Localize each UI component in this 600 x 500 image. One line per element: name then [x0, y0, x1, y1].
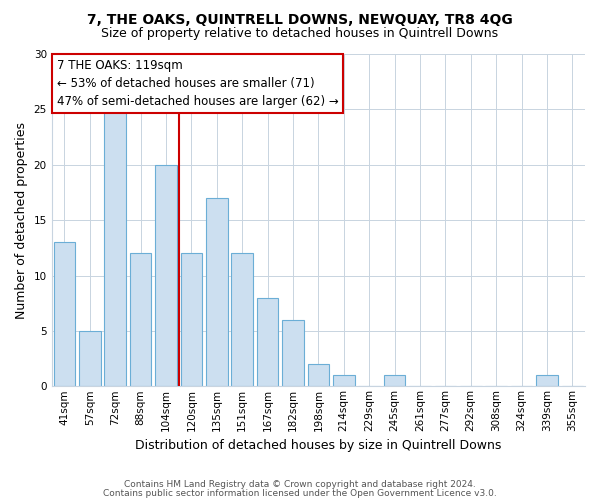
Text: Size of property relative to detached houses in Quintrell Downs: Size of property relative to detached ho…	[101, 28, 499, 40]
Bar	[536, 375, 557, 386]
Bar	[53, 242, 75, 386]
Bar	[130, 254, 151, 386]
Bar	[282, 320, 304, 386]
Bar	[384, 375, 406, 386]
Bar	[333, 375, 355, 386]
Text: 7, THE OAKS, QUINTRELL DOWNS, NEWQUAY, TR8 4QG: 7, THE OAKS, QUINTRELL DOWNS, NEWQUAY, T…	[87, 12, 513, 26]
Bar	[155, 165, 177, 386]
Bar	[232, 254, 253, 386]
Bar	[257, 298, 278, 386]
Text: Contains public sector information licensed under the Open Government Licence v3: Contains public sector information licen…	[103, 488, 497, 498]
Text: 7 THE OAKS: 119sqm
← 53% of detached houses are smaller (71)
47% of semi-detache: 7 THE OAKS: 119sqm ← 53% of detached hou…	[57, 59, 339, 108]
Bar	[79, 331, 101, 386]
Bar	[308, 364, 329, 386]
Bar	[181, 254, 202, 386]
Bar	[104, 110, 126, 386]
X-axis label: Distribution of detached houses by size in Quintrell Downs: Distribution of detached houses by size …	[135, 440, 502, 452]
Text: Contains HM Land Registry data © Crown copyright and database right 2024.: Contains HM Land Registry data © Crown c…	[124, 480, 476, 489]
Bar	[206, 198, 227, 386]
Y-axis label: Number of detached properties: Number of detached properties	[15, 122, 28, 318]
